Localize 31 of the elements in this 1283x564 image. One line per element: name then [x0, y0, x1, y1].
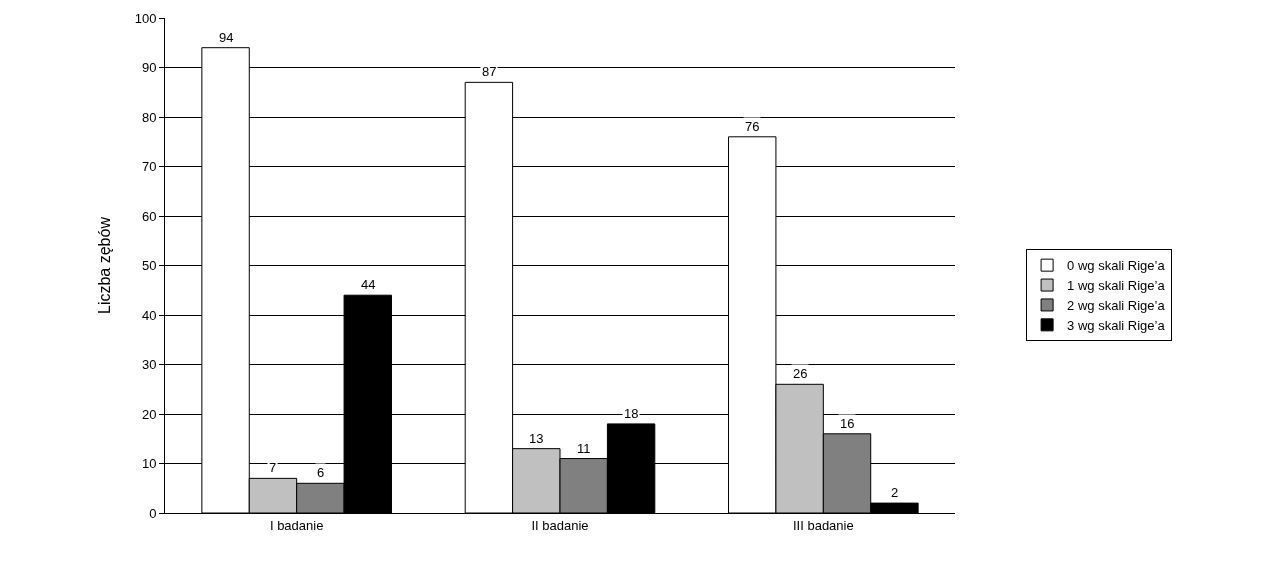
x-tick-label: II badanie [531, 517, 589, 533]
data-label: 44 [361, 277, 376, 292]
data-label: 26 [793, 366, 808, 381]
y-tick-label: 60 [141, 208, 157, 224]
data-label: 18 [624, 406, 639, 421]
y-tick-label: 40 [141, 307, 157, 323]
y-tick-label: 100 [134, 10, 157, 26]
data-label: 16 [840, 416, 855, 431]
y-tick-label: 20 [141, 406, 157, 422]
legend-label: 1 wg skali Rige’a [1067, 278, 1166, 294]
y-tick-label: 80 [141, 109, 157, 125]
data-label: 2 [891, 485, 899, 500]
data-label: 11 [577, 441, 591, 456]
y-tick-label: 30 [141, 357, 157, 373]
x-tick-label: I badanie [269, 517, 324, 533]
y-tick-label: 10 [141, 456, 157, 472]
y-tick-label: 70 [141, 159, 157, 175]
legend-label: 0 wg skali Rige’a [1067, 258, 1166, 274]
data-label: 76 [745, 119, 760, 134]
data-label: 94 [219, 30, 234, 45]
y-tick-label: 50 [141, 258, 157, 274]
y-tick-label: 90 [141, 60, 157, 76]
data-label: 87 [482, 64, 497, 79]
data-label: 6 [317, 465, 325, 480]
data-label: 7 [269, 460, 277, 475]
data-label: 13 [529, 431, 544, 446]
y-axis-title: Liczba zębów [95, 216, 113, 314]
legend-label: 2 wg skali Rige’a [1067, 298, 1166, 314]
legend-label: 3 wg skali Rige’a [1067, 317, 1166, 333]
x-tick-label: III badanie [792, 517, 854, 533]
y-tick-label: 0 [149, 505, 157, 521]
